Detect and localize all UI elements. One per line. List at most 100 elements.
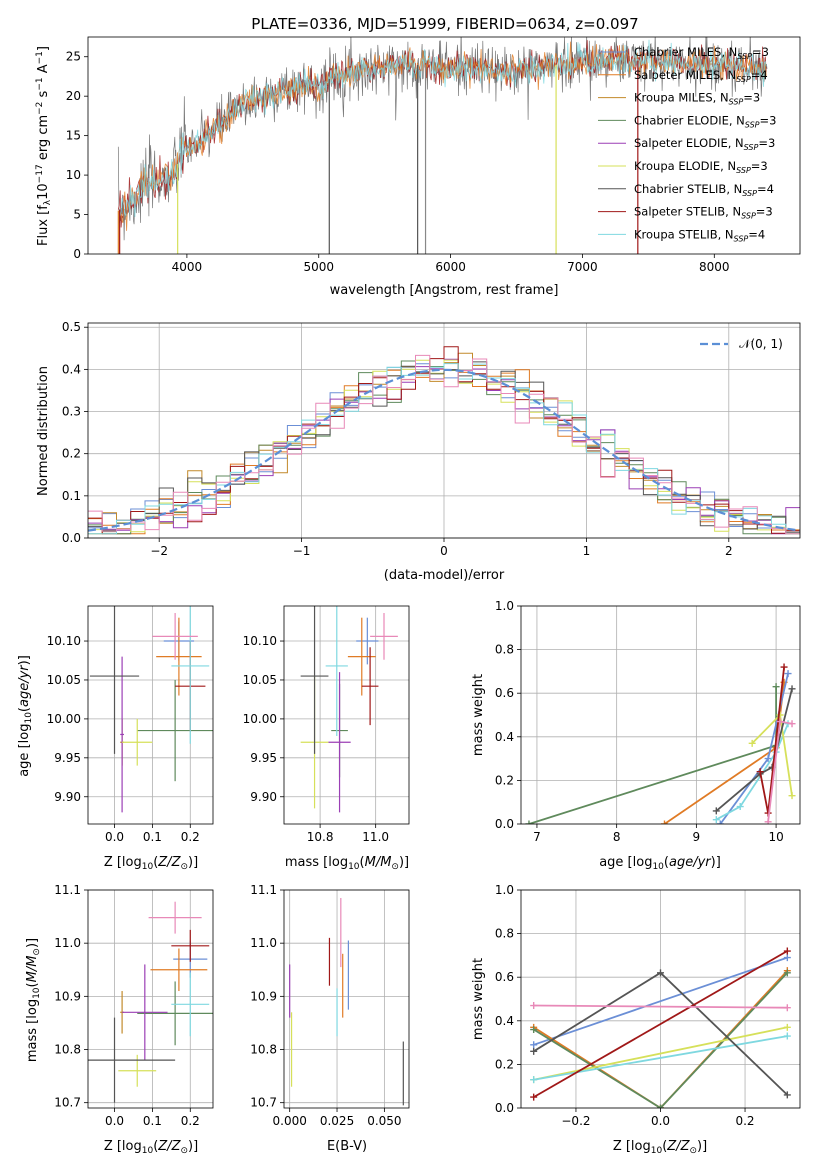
x-tick-label: 2 [725, 544, 733, 558]
y-tick-label: 0.3 [62, 405, 81, 419]
weight-marker [783, 1032, 791, 1040]
x-tick-label: 8 [613, 830, 621, 844]
legend-label: Salpeter STELIB, NSSP=3 [634, 205, 773, 221]
weight-marker [788, 720, 796, 728]
axes-frame [87, 36, 801, 255]
weight-line [533, 972, 788, 1108]
x-tick-label: 0.2 [181, 1114, 200, 1128]
label-part: ⊙ [391, 862, 399, 872]
label-part: ⊙ [689, 1146, 697, 1156]
y-tick-label: 10.05 [47, 673, 81, 687]
label-part: Flux [f [36, 205, 51, 246]
y-axis-label: age [log10(age/yr)] [17, 655, 34, 777]
plot-area [89, 606, 213, 813]
legend-label: 𝒩(0, 1) [739, 337, 783, 351]
y-tick-label: 5 [73, 208, 81, 222]
x-tick-label: −2 [150, 544, 168, 558]
label-part: Chabrier ELODIE, N [634, 113, 745, 127]
axes-frame [283, 889, 410, 1109]
label-part: )] [17, 655, 32, 665]
label-part: −1 [35, 51, 45, 64]
y-tick-label: 10.9 [54, 989, 81, 1003]
legend-label: Kroupa MILES, NSSP=3 [634, 91, 760, 107]
label-part: λ [43, 199, 53, 205]
label-part: 10 [348, 862, 360, 872]
y-tick-label: 0.0 [495, 817, 514, 831]
y-tick-label: 0.1 [62, 489, 81, 503]
label-part: ( [153, 1139, 158, 1154]
weight-marker [530, 1093, 538, 1101]
label-part: ] [36, 46, 51, 51]
label-part: =4 [751, 68, 768, 82]
weight-marker [780, 663, 788, 671]
label-part: =4 [757, 182, 774, 196]
plot-area [88, 346, 800, 535]
x-tick-label: 7 [533, 830, 541, 844]
weight-line [715, 723, 789, 821]
label-part: Salpeter STELIB, N [634, 205, 741, 219]
x-tick-label: 0.0 [105, 830, 124, 844]
y-tick-label: 11.0 [54, 936, 81, 950]
y-tick-label: 11.1 [54, 883, 81, 897]
label-part: age [log [599, 855, 652, 870]
label-part: erg cm [36, 115, 51, 164]
weight-marker [783, 1004, 791, 1012]
y-axis-label: mass weight [471, 958, 486, 1040]
y-tick-label: 10.05 [243, 673, 277, 687]
y-tick-label: 10.10 [243, 634, 277, 648]
y-tick-label: 0 [73, 247, 81, 261]
weight-line [533, 1026, 788, 1081]
histogram-step [88, 354, 800, 535]
weight-marker [784, 670, 792, 678]
label-part: Z/Z [666, 1139, 690, 1154]
y-axis-label: Normed distribution [36, 366, 51, 496]
y-axis-label: mass [log10(M/M⊙)] [25, 938, 42, 1062]
y-tick-label: 1.0 [495, 883, 514, 897]
x-tick-label: 0.025 [320, 1114, 354, 1128]
label-part: Z [log [104, 855, 142, 870]
x-axis-label: (data-model)/error [384, 568, 505, 583]
label-part: A [36, 64, 51, 77]
label-part: M/M [365, 855, 392, 870]
label-part: ⊙ [180, 1146, 188, 1156]
label-part: M/M [25, 956, 40, 983]
weight-marker [530, 1076, 538, 1084]
label-part: SSP [729, 98, 744, 107]
x-axis-label: wavelength [Angstrom, rest frame] [330, 283, 559, 298]
label-part: age/yr [17, 664, 32, 707]
weight-line [533, 956, 788, 1046]
label-part: Salpeter MILES, N [634, 68, 736, 82]
label-part: )] [25, 938, 40, 948]
x-tick-label: 4000 [172, 260, 203, 274]
y-tick-label: 0.5 [62, 320, 81, 334]
label-part: SSP [736, 75, 751, 84]
label-part: ( [25, 982, 40, 987]
label-part: Chabrier MILES, N [634, 45, 737, 59]
plot-area [525, 663, 796, 824]
weight-marker [776, 711, 784, 719]
weight-marker [716, 820, 724, 824]
weight-marker [788, 792, 796, 800]
x-axis-label: E(B-V) [327, 1139, 367, 1154]
y-tick-label: 11.0 [250, 936, 277, 950]
label-part: −2 [35, 102, 45, 115]
weight-line [533, 950, 788, 1098]
plot-area [289, 897, 404, 1106]
y-tick-label: 10.8 [250, 1043, 277, 1057]
y-tick-label: 0.6 [495, 970, 514, 984]
label-part: Z/Z [157, 1139, 181, 1154]
y-axis-label: mass weight [471, 674, 486, 756]
x-axis-label: Z [log10(Z/Z⊙)] [613, 1139, 707, 1156]
label-part: Salpeter ELODIE, N [634, 136, 744, 150]
label-part: Kroupa ELODIE, N [634, 159, 736, 173]
weight-marker [783, 954, 791, 962]
label-part: SSP [734, 234, 749, 243]
y-tick-label: 0.0 [495, 1101, 514, 1115]
normal-curve [88, 368, 800, 532]
y-tick-label: 10.7 [250, 1096, 277, 1110]
label-part: mass [log [285, 855, 348, 870]
y-tick-label: 10.10 [47, 634, 81, 648]
y-tick-label: 0.8 [495, 927, 514, 941]
label-part: SSP [742, 189, 757, 198]
axes-frame [520, 605, 801, 825]
